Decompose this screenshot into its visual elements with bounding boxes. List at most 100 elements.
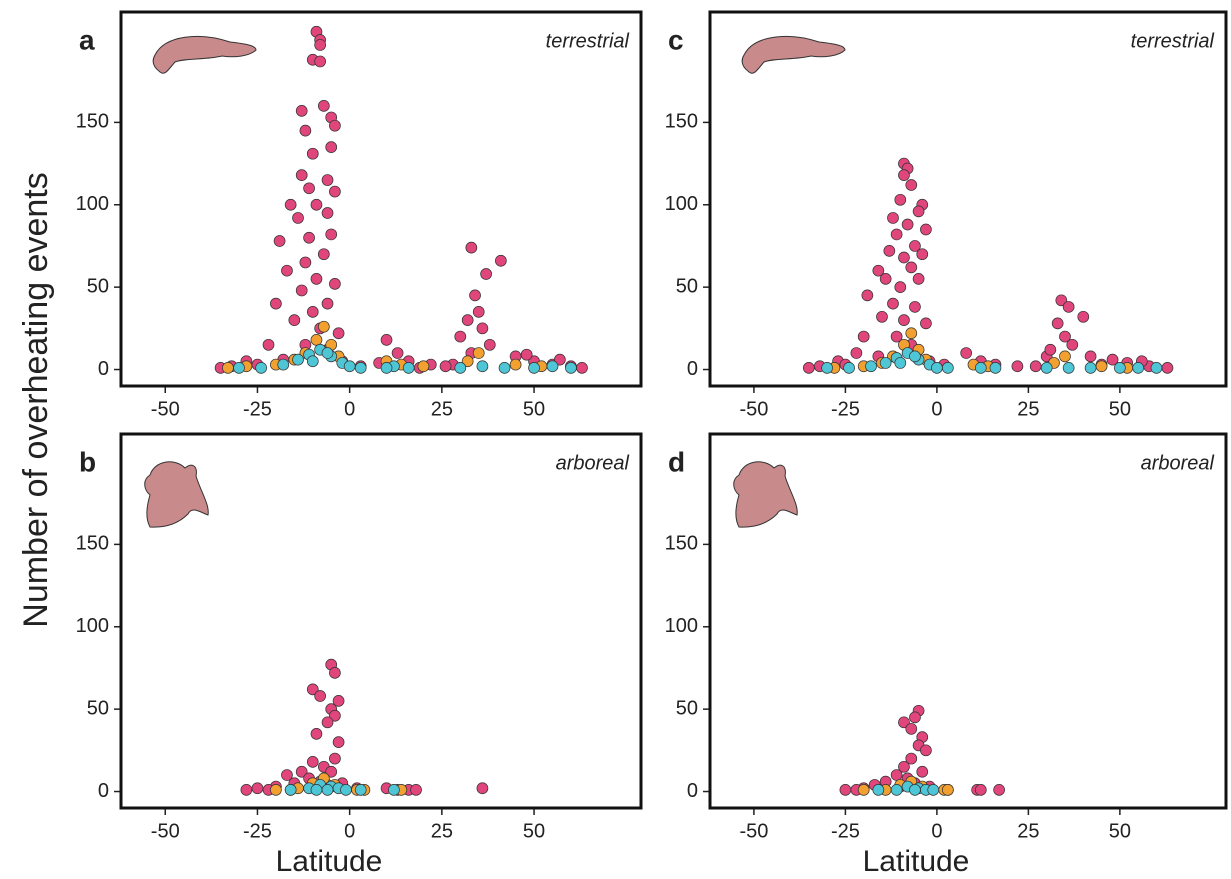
point (989, 362, 1002, 374)
point (857, 784, 870, 796)
point (472, 306, 485, 318)
y-tick-label: 50 (87, 275, 109, 297)
point (1011, 360, 1024, 373)
y-tick-label: 50 (676, 697, 698, 719)
point (920, 744, 932, 757)
x-tick-label: 0 (931, 820, 942, 842)
point (894, 193, 907, 206)
point (843, 362, 855, 374)
point (454, 362, 467, 374)
x-tick-label: -25 (243, 398, 272, 420)
point (295, 169, 308, 181)
point (872, 784, 885, 796)
point (299, 256, 312, 269)
point (898, 169, 910, 181)
point (380, 362, 393, 374)
point (310, 334, 323, 346)
point (1077, 310, 1090, 323)
point (909, 350, 921, 363)
point (974, 784, 987, 796)
point (472, 347, 485, 359)
point (909, 240, 921, 252)
point (912, 205, 925, 218)
y-tick-label: 0 (687, 358, 698, 380)
y-tick-label: 0 (687, 780, 698, 802)
point (321, 784, 334, 796)
point (295, 105, 308, 117)
y-tick-label: 0 (98, 358, 109, 380)
point (1150, 362, 1163, 374)
point (284, 784, 297, 796)
point (1029, 360, 1042, 373)
plot-frame (119, 432, 643, 810)
point (576, 362, 588, 374)
point (1051, 317, 1064, 330)
point (894, 281, 907, 293)
point (461, 314, 474, 326)
point (306, 756, 319, 768)
point (1059, 350, 1071, 363)
plot-frame (708, 432, 1228, 810)
point (317, 100, 330, 112)
point (1055, 294, 1068, 307)
point (270, 784, 282, 796)
point (565, 362, 577, 374)
y-tick-label: 150 (76, 533, 109, 555)
point (321, 207, 334, 219)
x-axis-label: Latitude (276, 845, 383, 878)
point (909, 784, 921, 796)
point (974, 362, 987, 374)
point (380, 334, 393, 346)
point (1114, 362, 1126, 374)
point (314, 55, 326, 68)
point (887, 297, 899, 310)
point (325, 228, 338, 241)
point (306, 147, 319, 160)
point (931, 362, 943, 374)
point (916, 765, 929, 778)
point (255, 362, 267, 374)
point (391, 347, 404, 359)
x-tick-label: -25 (831, 398, 860, 420)
point (894, 357, 907, 369)
y-tick-label: 0 (98, 780, 109, 802)
point (872, 264, 885, 277)
point (890, 784, 903, 796)
point (454, 330, 467, 343)
point (861, 289, 874, 302)
panel-label: d (668, 446, 685, 477)
point (332, 736, 345, 748)
panel-label: c (668, 24, 684, 55)
point (839, 784, 852, 796)
point (332, 327, 345, 340)
point (927, 784, 940, 796)
y-tick-label: 100 (76, 193, 109, 215)
point (1066, 338, 1079, 351)
x-tick-label: -50 (151, 398, 180, 420)
point (476, 360, 489, 373)
point (343, 360, 356, 373)
point (284, 198, 297, 211)
point (417, 360, 430, 373)
point (905, 179, 918, 191)
point (905, 752, 918, 765)
point (321, 716, 334, 729)
y-tick-label: 50 (676, 275, 698, 297)
point (905, 261, 918, 274)
point (281, 769, 293, 781)
point (920, 317, 932, 330)
point (277, 358, 290, 371)
point (1132, 362, 1145, 374)
point (273, 235, 286, 247)
point (509, 358, 522, 371)
point (281, 264, 293, 277)
point (879, 357, 892, 369)
x-tick-label: -50 (739, 820, 768, 842)
point (310, 273, 323, 285)
x-tick-label: -25 (243, 820, 272, 842)
point (321, 297, 334, 310)
point (498, 362, 511, 374)
x-tick-label: 50 (1109, 820, 1131, 842)
point (262, 338, 275, 351)
